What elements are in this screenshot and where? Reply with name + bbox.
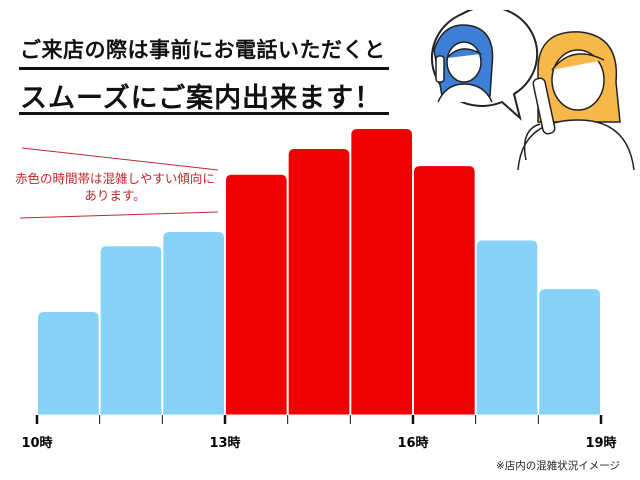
- bar-13-14: [226, 174, 287, 415]
- x-tick-label: 19時: [585, 435, 616, 451]
- bar-17-18: [476, 240, 538, 415]
- bar-10-11: [38, 312, 99, 415]
- annotation-text-2: あります。: [84, 188, 146, 203]
- bar-14-15: [288, 149, 350, 415]
- bar-15-16: [351, 129, 412, 415]
- bar-12-13: [163, 231, 224, 415]
- bar-11-12: [100, 246, 162, 415]
- header-line-2: スムーズにご案内出来ます！: [20, 83, 383, 114]
- x-tick-label: 10時: [21, 435, 52, 451]
- women-on-phone-icon: [430, 10, 635, 170]
- annotation-line-bottom: [19, 211, 219, 219]
- busy-annotation: 赤色の時間帯は混雑しやすい傾向に あります。: [10, 170, 220, 204]
- annotation-text-1: 赤色の時間帯は混雑しやすい傾向に: [15, 171, 215, 186]
- header-line-1: ご来店の際は事前にお電話いただくと: [20, 38, 386, 62]
- x-tick-label: 13時: [209, 435, 240, 451]
- header-divider: [19, 112, 389, 115]
- chart-caption: ※店内の混雑状況イメージ: [495, 460, 620, 472]
- header-divider: [19, 67, 389, 70]
- bar-18-19: [539, 289, 600, 415]
- bar-16-17: [414, 166, 475, 415]
- x-tick-label: 16時: [397, 435, 428, 451]
- annotation-line-top: [21, 147, 219, 171]
